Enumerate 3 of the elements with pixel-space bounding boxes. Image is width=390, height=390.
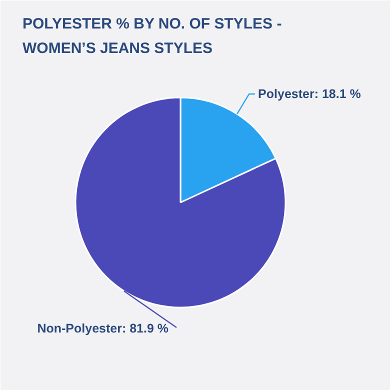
- slice-label: Polyester: 18.1 %: [258, 87, 361, 102]
- chart-title: POLYESTER % BY NO. OF STYLES - WOMEN’S JEANS STYLES: [22, 16, 282, 58]
- slice-label: Non-Polyester: 81.9 %: [37, 322, 169, 336]
